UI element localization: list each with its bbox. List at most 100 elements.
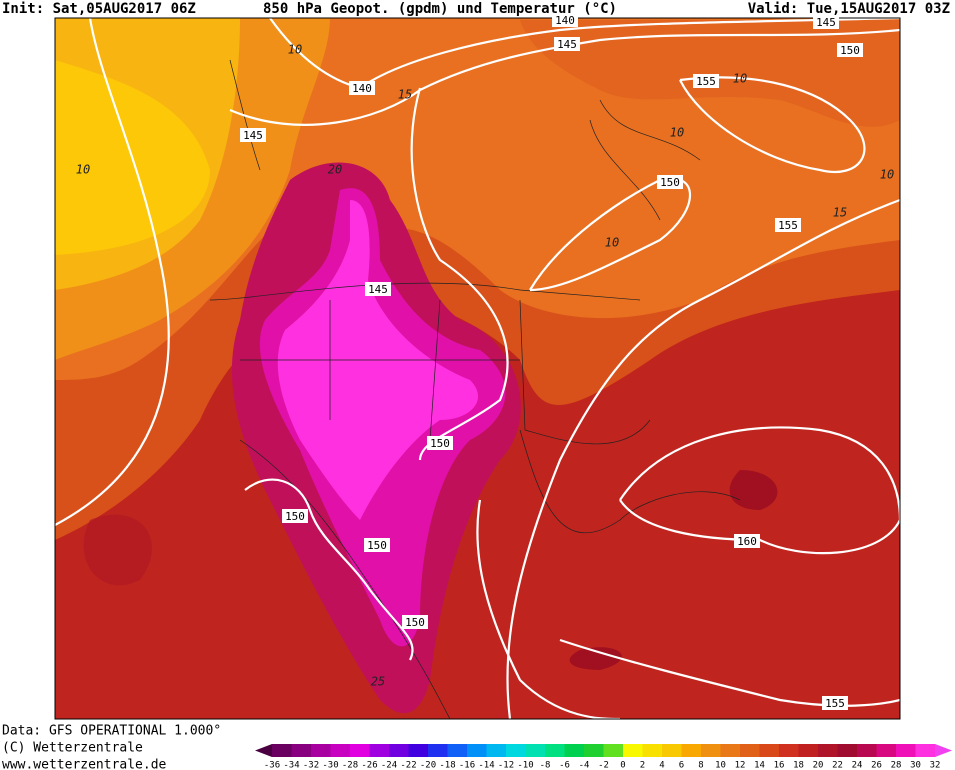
colorbar-tick-label: -36 (264, 761, 280, 770)
colorbar-segment (330, 744, 351, 757)
colorbar-segment (857, 744, 877, 757)
geopotential-label: 150 (367, 539, 387, 552)
temperature-label: 15 (833, 206, 847, 220)
colorbar-tick-label: -20 (420, 761, 436, 770)
temperature-label: 15 (398, 88, 412, 102)
colorbar-segment (681, 744, 702, 757)
colorbar-segment (545, 744, 565, 757)
colorbar-segment (740, 744, 760, 757)
contour-label-box (813, 15, 839, 29)
website: www.wetterzentrale.de (2, 758, 167, 770)
contour-label-box (822, 696, 848, 710)
colorbar-tick-label: -30 (322, 761, 338, 770)
colorbar-tick-label: 18 (793, 761, 804, 770)
colorbar-tick-label: 26 (871, 761, 882, 770)
colorbar-segment (876, 744, 897, 757)
geopotential-label: 140 (352, 82, 372, 95)
temperature-label: 10 (76, 163, 90, 177)
colorbar-segment (896, 744, 916, 757)
colorbar-segment (525, 744, 546, 757)
colorbar-segment (506, 744, 526, 757)
colorbar-segment (272, 744, 292, 757)
colorbar-segment (759, 744, 780, 757)
colorbar-segment (369, 744, 390, 757)
colorbar-segment (428, 744, 448, 757)
temperature-label: 20 (328, 163, 342, 177)
colorbar-tick-label: 28 (891, 761, 902, 770)
colorbar-tick-label: 16 (774, 761, 785, 770)
valid-time: Valid: Tue,15AUG2017 03Z (748, 1, 950, 17)
colorbar-tick-label: 20 (813, 761, 824, 770)
colorbar-tick-label: 10 (715, 761, 726, 770)
colorbar-segment (486, 744, 507, 757)
temperature-label: 10 (670, 126, 684, 140)
temperature-label: 10 (880, 168, 894, 182)
geopotential-label: 160 (737, 535, 757, 548)
colorbar-segment (798, 744, 819, 757)
colorbar-tick-label: -2 (598, 761, 609, 770)
contour-label-box (657, 175, 683, 189)
colorbar-segment (447, 744, 468, 757)
colorbar-segment (915, 744, 936, 757)
colorbar-tick-label: -16 (459, 761, 475, 770)
colorbar-tick-label: -10 (517, 761, 533, 770)
colorbar-segment (291, 744, 312, 757)
geopotential-label: 155 (825, 697, 845, 710)
colorbar-segment (467, 744, 487, 757)
contour-label-box (554, 37, 580, 51)
colorbar: -36 -34 -32 -30 -28 -26 -24 -22 -20 -18 -16 -14 -12-… (255, 744, 952, 770)
map-frame (54, 17, 901, 720)
colorbar-tick-label: 14 (754, 761, 765, 770)
contour-label-box (282, 509, 308, 523)
colorbar-tick-label: -24 (381, 761, 397, 770)
colorbar-segment (720, 744, 741, 757)
geopotential-label: 150 (430, 437, 450, 450)
geopotential-label: 150 (285, 510, 305, 523)
colorbar-segment (779, 744, 799, 757)
colorbar-tick-label: -28 (342, 761, 358, 770)
map-title: 850 hPa Geopot. (gpdm) und Temperatur (°… (263, 1, 617, 17)
colorbar-tick-label: -6 (559, 761, 570, 770)
colorbar-segment (584, 744, 604, 757)
contour-label-box (402, 615, 428, 629)
temperature-label: 10 (733, 72, 747, 86)
data-source: Data: GFS OPERATIONAL 1.000° (2, 724, 221, 739)
colorbar-tick-label: 32 (930, 761, 941, 770)
geopotential-label: 150 (660, 176, 680, 189)
colorbar-tick-label: -4 (579, 761, 590, 770)
geopotential-label: 150 (840, 44, 860, 57)
colorbar-tick-label: -22 (400, 761, 416, 770)
contour-label-box (837, 43, 863, 57)
contour-label-box (349, 81, 375, 95)
colorbar-segment (837, 744, 858, 757)
geopotential-label: 145 (368, 283, 388, 296)
colorbar-tick-label: -12 (498, 761, 514, 770)
colorbar-segment (701, 744, 721, 757)
colorbar-tick-label: 30 (910, 761, 921, 770)
temperature-label: 10 (605, 236, 619, 250)
colorbar-tick-label: 0 (620, 761, 625, 770)
colorbar-tick-label: -26 (361, 761, 377, 770)
colorbar-end (255, 744, 272, 757)
colorbar-segment (662, 744, 682, 757)
colorbar-tick-label: 4 (659, 761, 664, 770)
colorbar-segment (603, 744, 624, 757)
contour-label-box (693, 74, 719, 88)
colorbar-tick-label: 12 (735, 761, 746, 770)
colorbar-tick-label: 24 (852, 761, 863, 770)
contour-label-box (364, 538, 390, 552)
contour-label-box (427, 436, 453, 450)
colorbar-tick-label: -34 (283, 761, 299, 770)
geopotential-label: 145 (816, 16, 836, 29)
colorbar-segment (642, 744, 663, 757)
colorbar-end (935, 744, 952, 757)
colorbar-segment (311, 744, 331, 757)
geopotential-label: 145 (557, 38, 577, 51)
colorbar-tick-label: -32 (303, 761, 319, 770)
colorbar-segment (564, 744, 585, 757)
geopotential-label: 150 (405, 616, 425, 629)
colorbar-segment (389, 744, 409, 757)
temperature-label: 10 (288, 43, 302, 57)
geopotential-label: 155 (696, 75, 716, 88)
